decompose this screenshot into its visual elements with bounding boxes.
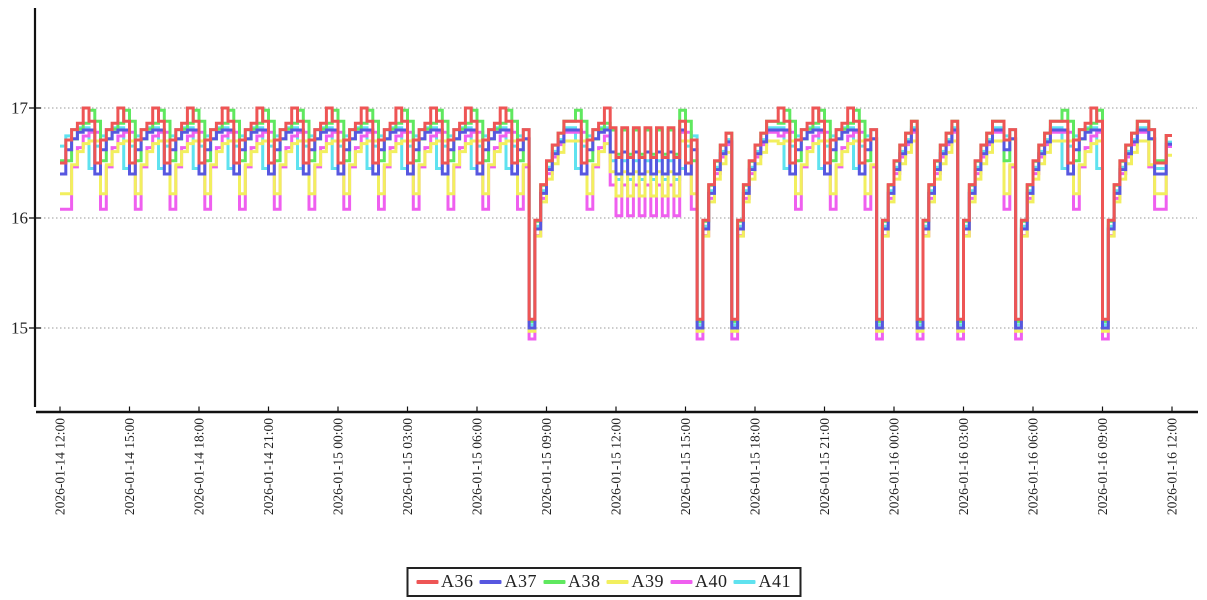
legend-item-A36: A36 — [416, 571, 474, 592]
legend-item-A41: A41 — [733, 571, 792, 592]
legend-label: A38 — [568, 571, 601, 591]
x-tick-label: 2026-01-14 15:00 — [122, 418, 137, 515]
legend-swatch-A36 — [416, 579, 438, 584]
x-tick-label: 2026-01-16 12:00 — [1165, 418, 1180, 515]
legend-item-A37: A37 — [479, 571, 538, 592]
x-tick-label: 2026-01-14 21:00 — [261, 418, 276, 515]
legend-swatch-A37 — [479, 579, 502, 584]
legend-label: A40 — [695, 571, 728, 591]
x-tick-label: 2026-01-16 00:00 — [887, 418, 902, 515]
legend-label: A39 — [631, 571, 664, 591]
y-tick-label: 15 — [11, 319, 28, 338]
x-tick-label: 2026-01-15 03:00 — [400, 418, 415, 515]
y-tick-label: 17 — [11, 99, 29, 118]
x-tick-label: 2026-01-15 15:00 — [678, 418, 693, 515]
x-tick-label: 2026-01-16 03:00 — [956, 418, 971, 515]
x-tick-label: 2026-01-15 21:00 — [817, 418, 832, 515]
chart-legend: A36 A37 A38 A39 A40 A41 — [406, 567, 801, 597]
y-tick-label: 16 — [11, 209, 28, 228]
x-tick-label: 2026-01-14 18:00 — [192, 418, 207, 515]
legend-label: A41 — [758, 571, 791, 591]
legend-swatch-A38 — [543, 579, 565, 584]
x-tick-label: 2026-01-15 09:00 — [539, 418, 554, 515]
x-tick-label: 2026-01-16 09:00 — [1095, 418, 1110, 515]
legend-item-A38: A38 — [543, 571, 601, 592]
legend-item-A40: A40 — [670, 571, 728, 592]
x-tick-label: 2026-01-15 06:00 — [470, 418, 485, 515]
x-tick-label: 2026-01-15 18:00 — [748, 418, 763, 515]
legend-swatch-A41 — [733, 579, 756, 584]
legend-swatch-A40 — [670, 579, 692, 584]
legend-item-A39: A39 — [606, 571, 665, 592]
x-tick-label: 2026-01-16 06:00 — [1026, 418, 1041, 515]
legend-label: A36 — [441, 571, 474, 591]
series-line-A36 — [60, 106, 1172, 321]
x-tick-label: 2026-01-15 12:00 — [609, 418, 624, 515]
legend-label: A37 — [504, 571, 537, 591]
x-tick-label: 2026-01-15 00:00 — [331, 418, 346, 515]
legend-swatch-A39 — [606, 579, 629, 584]
x-tick-label: 2026-01-14 12:00 — [53, 418, 68, 515]
